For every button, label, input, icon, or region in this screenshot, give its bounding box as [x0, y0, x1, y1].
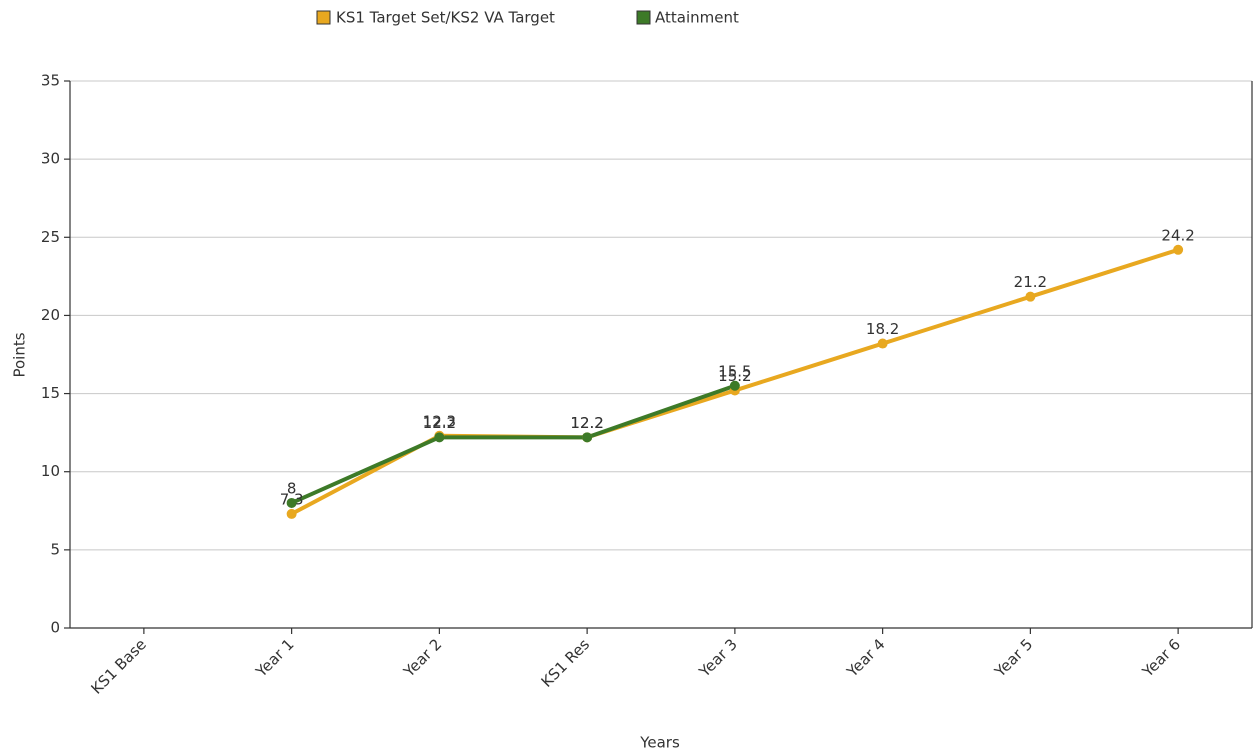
data-point [1173, 244, 1184, 255]
x-tick-label: Year 4 [843, 635, 889, 681]
y-tick-label: 10 [41, 462, 60, 480]
x-tick-label: Year 2 [399, 635, 445, 681]
data-point [582, 432, 593, 443]
legend-swatch [636, 10, 651, 25]
data-label: 12.2 [423, 414, 456, 432]
data-point [286, 497, 297, 508]
data-label: 12.2 [570, 414, 603, 432]
x-tick-label: Year 6 [1138, 635, 1184, 681]
data-point [286, 508, 297, 519]
x-tick-label: Year 3 [695, 635, 741, 681]
x-axis-title: Years [639, 734, 680, 752]
data-label: 21.2 [1014, 273, 1047, 291]
legend-label: Attainment [655, 9, 739, 27]
x-tick-label: Year 5 [990, 635, 1036, 681]
data-label: 15.5 [718, 362, 751, 380]
y-tick-label: 20 [41, 306, 60, 324]
y-tick-label: 35 [41, 72, 60, 90]
y-tick-label: 0 [50, 619, 60, 637]
data-label: 8 [287, 479, 297, 497]
y-tick-label: 25 [41, 228, 60, 246]
data-label: 15.2 [718, 367, 751, 385]
data-label: 18.2 [866, 320, 899, 338]
y-tick-label: 15 [41, 384, 60, 402]
y-tick-label: 30 [41, 150, 60, 168]
legend-swatch [316, 10, 331, 25]
x-tick-label: KS1 Base [88, 635, 150, 697]
legend-label: KS1 Target Set/KS2 VA Target [336, 9, 555, 27]
y-axis-title: Points [11, 332, 29, 377]
legend: KS1 Target Set/KS2 VA Target Attainment [316, 9, 739, 27]
series-line [290, 383, 736, 505]
y-tick-label: 5 [50, 540, 60, 558]
data-point [877, 338, 888, 349]
data-point [434, 432, 445, 443]
data-point [729, 380, 740, 391]
data-label: 12.2 [570, 414, 603, 432]
x-tick-label: Year 1 [252, 635, 298, 681]
x-tick-label: KS1 Res [538, 635, 594, 691]
data-label: 24.2 [1161, 226, 1194, 244]
data-point [1025, 291, 1036, 302]
data-label: 12.3 [423, 412, 456, 430]
